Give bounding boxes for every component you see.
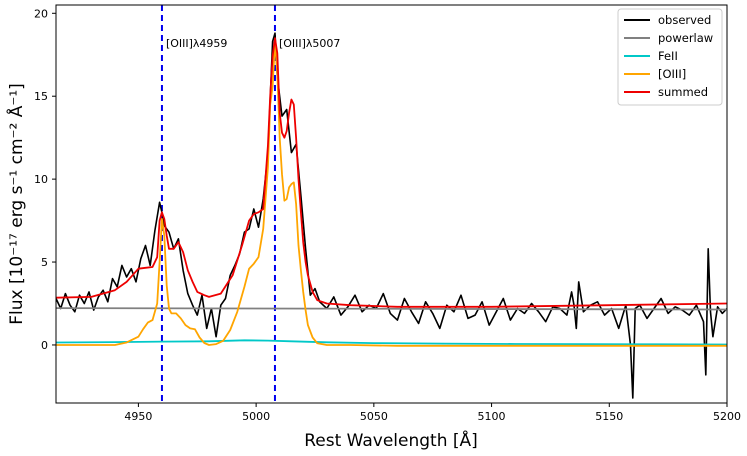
series-feii-line bbox=[56, 339, 727, 346]
legend: observed powerlaw FeII [OIII] summed bbox=[617, 8, 723, 106]
y-tick-label: 15 bbox=[34, 90, 48, 103]
y-tick-label: 5 bbox=[41, 256, 48, 269]
oiii-line-annotation: [OIII]λ5007 bbox=[279, 37, 340, 50]
legend-box bbox=[617, 8, 723, 106]
y-axis-title: Flux [10⁻¹⁷ erg s⁻¹ cm⁻² Å⁻¹] bbox=[5, 83, 27, 325]
series-powerlaw-line bbox=[56, 307, 727, 311]
legend-label-oiii: [OIII] bbox=[658, 67, 686, 81]
plot-frame bbox=[55, 4, 728, 404]
x-tick-label: 5150 bbox=[595, 410, 623, 423]
legend-label-feii: FeII bbox=[658, 49, 678, 63]
oiii-line-annotation: [OIII]λ4959 bbox=[166, 37, 227, 50]
series-summed-line bbox=[56, 37, 727, 308]
x-tick-label: 4950 bbox=[124, 410, 152, 423]
y-tick-label: 0 bbox=[41, 339, 48, 352]
series-observed-line bbox=[56, 32, 727, 399]
x-tick-label: 5050 bbox=[360, 410, 388, 423]
plot-background bbox=[56, 5, 727, 403]
x-tick-label: 5100 bbox=[478, 410, 506, 423]
legend-label-summed: summed bbox=[658, 85, 708, 99]
x-tick-label: 5200 bbox=[713, 410, 741, 423]
legend-label-powerlaw: powerlaw bbox=[658, 31, 713, 45]
series-oiii-line bbox=[56, 40, 727, 347]
x-axis-title: Rest Wavelength [Å] bbox=[304, 429, 478, 451]
y-tick-label: 10 bbox=[34, 173, 48, 186]
y-tick-label: 20 bbox=[34, 7, 48, 20]
x-tick-label: 5000 bbox=[242, 410, 270, 423]
legend-label-observed: observed bbox=[658, 13, 711, 27]
